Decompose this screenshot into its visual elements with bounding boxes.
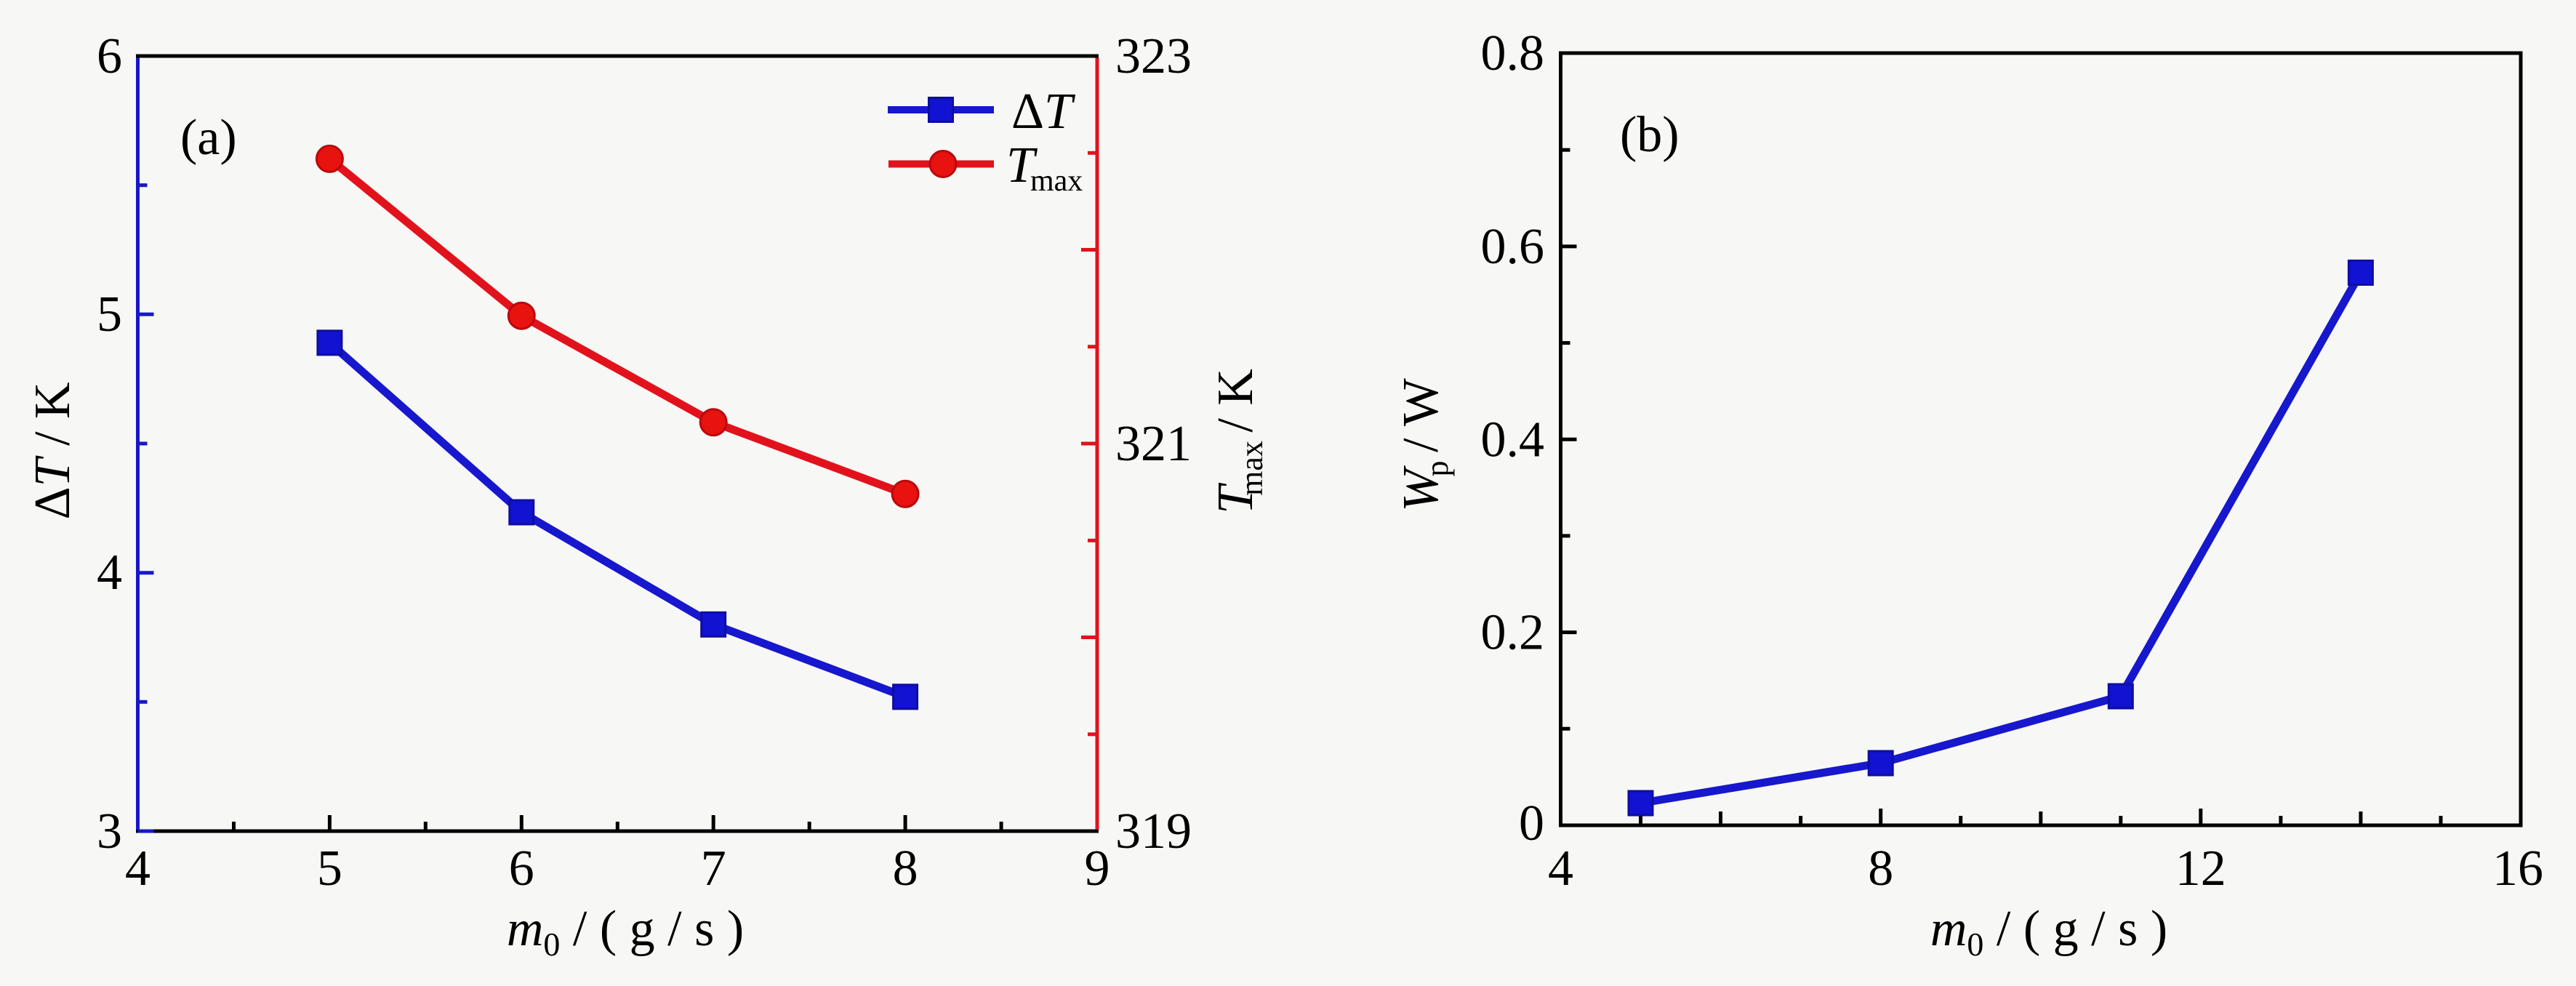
svg-text:4: 4	[1548, 841, 1573, 897]
svg-text:3: 3	[97, 803, 122, 859]
svg-text:0.4: 0.4	[1481, 412, 1545, 468]
svg-text:max: max	[1030, 164, 1083, 198]
svg-text:5: 5	[317, 841, 342, 897]
svg-text:323: 323	[1115, 28, 1192, 84]
svg-text:m0 / ( g / s ): m0 / ( g / s )	[1930, 901, 2167, 963]
svg-text:0.2: 0.2	[1481, 605, 1545, 661]
svg-text:m0 / ( g / s ): m0 / ( g / s )	[507, 901, 744, 963]
svg-text:Wp / W: Wp / W	[1393, 378, 1455, 512]
svg-text:16: 16	[2492, 841, 2543, 897]
svg-text:319: 319	[1115, 803, 1192, 859]
svg-text:T: T	[1006, 137, 1038, 193]
svg-text:5: 5	[97, 286, 122, 342]
svg-text:8: 8	[1868, 841, 1893, 897]
svg-text:Tmax / K: Tmax / K	[1208, 369, 1269, 514]
svg-text:ΔT / K: ΔT / K	[25, 382, 81, 520]
svg-text:6: 6	[509, 841, 534, 897]
svg-text:(b): (b)	[1620, 107, 1680, 163]
svg-text:321: 321	[1115, 416, 1192, 472]
svg-text:0.6: 0.6	[1481, 219, 1545, 275]
svg-text:0: 0	[1519, 795, 1544, 851]
svg-text:4: 4	[125, 841, 151, 897]
svg-text:12: 12	[2175, 841, 2226, 897]
svg-text:6: 6	[97, 28, 122, 84]
svg-text:8: 8	[893, 841, 918, 897]
svg-text:4: 4	[97, 545, 122, 601]
svg-text:7: 7	[701, 841, 726, 897]
svg-text:(a): (a)	[180, 110, 237, 166]
svg-text:ΔT: ΔT	[1011, 84, 1076, 140]
svg-text:9: 9	[1085, 841, 1110, 897]
svg-text:0.8: 0.8	[1481, 25, 1545, 81]
